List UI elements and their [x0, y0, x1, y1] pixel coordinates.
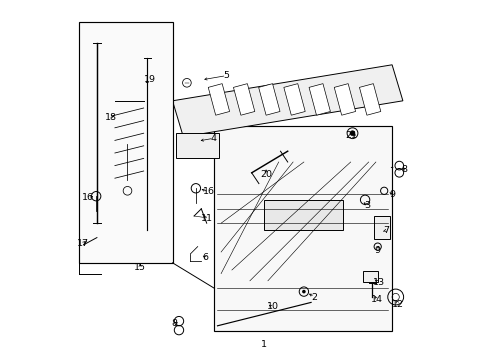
Text: 10: 10: [266, 302, 278, 311]
Bar: [283, 84, 305, 115]
Polygon shape: [172, 65, 402, 137]
Bar: [363, 271, 377, 282]
Text: 17: 17: [76, 239, 88, 248]
Bar: [208, 84, 229, 115]
Text: 20: 20: [260, 170, 271, 179]
Text: 9: 9: [374, 246, 380, 255]
Text: 12: 12: [391, 300, 404, 309]
Text: 11: 11: [200, 214, 212, 223]
Text: 5: 5: [223, 71, 229, 80]
Text: 18: 18: [105, 112, 117, 122]
Bar: [233, 84, 254, 115]
Text: 3: 3: [363, 201, 369, 210]
Text: 16: 16: [203, 188, 215, 197]
Text: 13: 13: [372, 278, 384, 287]
Bar: [334, 84, 355, 115]
Text: 15: 15: [134, 263, 146, 272]
Text: 9: 9: [388, 190, 394, 199]
Circle shape: [349, 131, 354, 136]
Bar: [359, 84, 380, 115]
Text: 2: 2: [311, 292, 317, 302]
Text: 16: 16: [81, 193, 94, 202]
Bar: [176, 133, 219, 158]
Text: 21: 21: [345, 131, 357, 140]
Text: 1: 1: [261, 341, 267, 349]
Bar: [258, 84, 280, 115]
Text: 19: 19: [144, 76, 156, 85]
Text: 4: 4: [210, 134, 217, 143]
Text: 8: 8: [401, 165, 407, 174]
Text: 14: 14: [370, 295, 382, 305]
Bar: [373, 216, 389, 239]
Text: 6: 6: [202, 253, 208, 262]
Bar: [264, 200, 343, 230]
Text: 7: 7: [382, 226, 388, 235]
Bar: [79, 22, 172, 263]
Text: 8: 8: [171, 320, 177, 328]
Bar: [308, 84, 330, 115]
Circle shape: [302, 290, 305, 293]
Bar: [213, 126, 391, 331]
